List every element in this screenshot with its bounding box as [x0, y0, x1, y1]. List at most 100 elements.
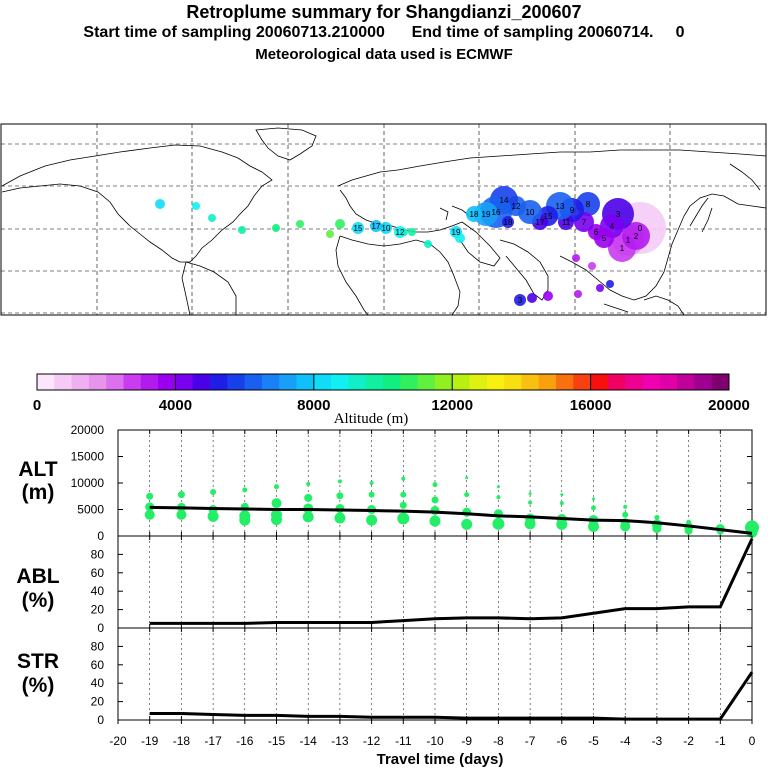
- colorbar-swatch: [659, 374, 678, 390]
- altitude-cluster-point: [620, 521, 631, 532]
- x-tick-label: -13: [331, 734, 349, 748]
- colorbar-swatch: [244, 374, 263, 390]
- panel-title: STR: [17, 650, 59, 673]
- mean-altitude-line: [149, 505, 753, 535]
- plume-cluster-label: 16: [492, 208, 501, 217]
- altitude-cluster-point: [368, 491, 375, 498]
- altitude-cluster-point: [176, 509, 187, 520]
- chart-title: Retroplume summary for Shangdianzi_20060…: [186, 2, 582, 22]
- retroplume-clusters: 0112345687911131517101214161918181912101…: [155, 186, 666, 306]
- altitude-cluster-point: [592, 497, 595, 501]
- plume-cluster-marker: [572, 254, 580, 262]
- y-tick-label: 80: [91, 639, 105, 653]
- altitude-cluster-point: [207, 510, 219, 522]
- plume-cluster-label: 18: [470, 210, 479, 219]
- colorbar-swatch: [452, 374, 470, 390]
- panel-unit-label: (%): [22, 674, 55, 697]
- coastline: [689, 197, 713, 233]
- plume-cluster-marker: [326, 230, 334, 238]
- coastline: [181, 261, 237, 316]
- coastline: [499, 239, 549, 301]
- plume-cluster-marker: [622, 222, 650, 250]
- altitude-cluster-point: [302, 511, 314, 523]
- colorbar-swatch: [677, 374, 695, 390]
- colorbar-swatch: [227, 374, 245, 390]
- colorbar-tick-label: 0: [33, 397, 41, 414]
- altitude-cluster-point: [335, 503, 345, 513]
- plume-cluster-label: 5: [602, 234, 607, 243]
- plume-cluster-marker: [588, 262, 596, 270]
- altitude-cluster-point: [654, 514, 660, 520]
- coastline: [459, 221, 501, 267]
- colorbar-tick-label: 20000: [708, 397, 750, 414]
- altitude-cluster-point: [528, 500, 533, 505]
- altitude-cluster-point: [242, 487, 248, 493]
- x-tick-label: -20: [109, 734, 127, 748]
- x-tick-label: -4: [620, 734, 631, 748]
- plume-cluster-label: 18: [504, 218, 513, 227]
- colorbar-swatch: [469, 374, 488, 390]
- plume-cluster-marker: [192, 202, 200, 210]
- altitude-cluster-point: [528, 492, 532, 496]
- plume-cluster-label: 19: [482, 210, 491, 219]
- plume-cluster-marker: [208, 214, 216, 222]
- coastline: [339, 189, 463, 233]
- y-tick-label: 0: [97, 621, 104, 635]
- x-tick-label: -10: [426, 734, 444, 748]
- time-series-panels: 05000100001500020000ALT(m)020406080ABL(%…: [16, 423, 759, 768]
- y-tick-label: 20: [91, 603, 105, 617]
- altitude-cluster-point: [271, 514, 282, 526]
- colorbar-swatch: [573, 374, 591, 390]
- sampling-time-line: Start time of sampling 20060713.210000 E…: [83, 24, 685, 41]
- altitude-cluster-point: [306, 482, 311, 487]
- colorbar-swatch: [158, 374, 176, 390]
- coastline: [255, 127, 317, 161]
- altitude-cluster-point: [397, 512, 410, 525]
- colorbar-swatch: [521, 374, 540, 390]
- plume-cluster-label: 12: [512, 202, 521, 211]
- plume-cluster-label: 17: [372, 222, 381, 231]
- x-tick-label: -11: [395, 734, 412, 748]
- altitude-cluster-point: [461, 518, 473, 530]
- x-tick-label: -14: [300, 734, 318, 748]
- plume-cluster-label: 2: [634, 232, 639, 241]
- x-tick-label: -2: [683, 734, 694, 748]
- coastline: [729, 163, 761, 191]
- colorbar-swatch: [261, 374, 280, 390]
- altitude-cluster-point: [210, 489, 217, 496]
- x-tick-label: -15: [268, 734, 286, 748]
- colorbar-swatch: [348, 374, 367, 390]
- altitude-cluster-point: [492, 517, 505, 530]
- colorbar-swatch: [434, 374, 453, 390]
- colorbar-tick-label: 12000: [431, 397, 473, 414]
- panel-title: ALT: [18, 458, 57, 481]
- plume-cluster-marker: [474, 202, 498, 226]
- plume-cluster-marker: [155, 199, 165, 209]
- y-tick-label: 0: [97, 529, 104, 543]
- altitude-cluster-point: [684, 526, 693, 535]
- plume-cluster-marker: [408, 228, 416, 236]
- y-tick-label: 40: [91, 584, 105, 598]
- y-tick-label: 15000: [71, 450, 105, 464]
- panel-title: ABL: [16, 565, 59, 588]
- plume-cluster-marker: [514, 294, 526, 306]
- plume-cluster-marker: [527, 293, 537, 303]
- plume-cluster-marker: [574, 290, 582, 298]
- colorbar-tick-label: 16000: [570, 397, 612, 414]
- altitude-cluster-point: [432, 482, 438, 488]
- abl-fraction-line: [149, 538, 754, 625]
- altitude-cluster-point: [274, 484, 279, 490]
- colorbar-swatch: [711, 374, 730, 390]
- panel-unit-label: (%): [22, 589, 55, 612]
- plume-cluster-marker: [272, 224, 280, 232]
- plume-cluster-marker: [238, 226, 246, 234]
- x-tick-label: -5: [588, 734, 599, 748]
- colorbar-swatch: [625, 374, 643, 390]
- colorbar-swatch: [331, 374, 349, 390]
- altitude-cluster-point: [559, 501, 564, 506]
- colorbar-swatch: [642, 374, 661, 390]
- y-tick-label: 60: [91, 658, 105, 672]
- plume-cluster-marker: [543, 291, 553, 301]
